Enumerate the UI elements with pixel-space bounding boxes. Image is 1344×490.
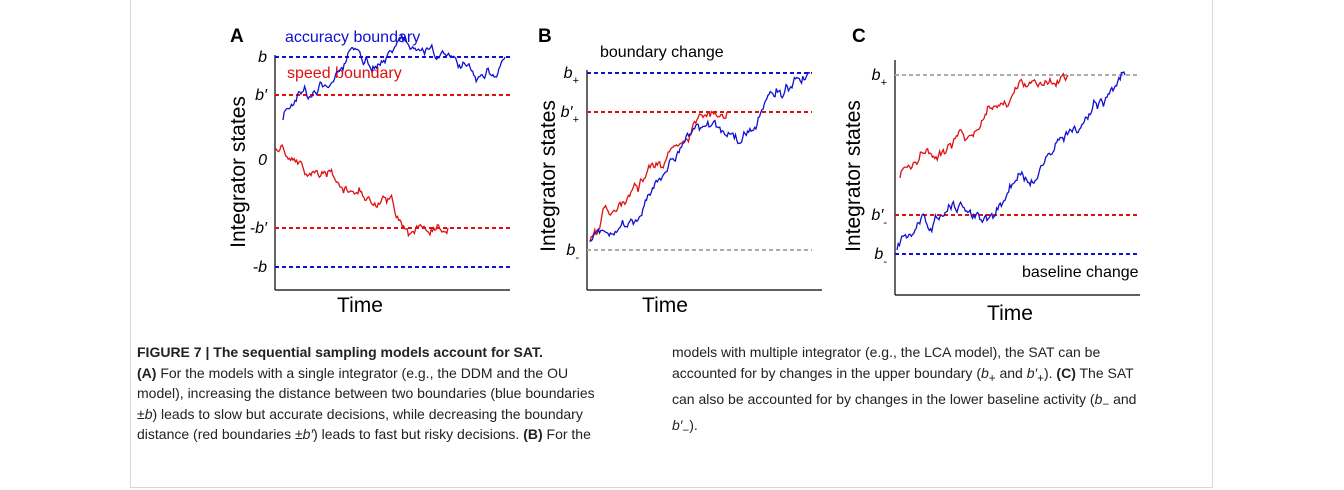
annotation: boundary change [600,44,724,61]
caption-text: + [988,371,996,385]
boundary-label-main: -b′ [250,220,268,237]
caption-text: b′ [672,417,683,434]
caption-text: b′ [302,426,314,443]
caption-text: For the models with a single integrator … [137,364,595,422]
boundary-label-main: b [874,246,883,263]
caption-text: (B) [523,426,543,443]
boundary-label-sub: + [573,75,579,87]
caption-text: ). [689,417,698,434]
boundary-label: b [258,49,267,66]
x-axis-label: Time [337,294,383,317]
panel-label: A [230,26,244,47]
integrator-trace [274,143,449,238]
boundary-label-main: b [872,67,881,84]
y-axis-label: Integrator states [227,96,250,248]
boundary-label-main: b [564,65,573,82]
caption-text: ) leads to fast but risky decisions. [313,426,524,443]
annotation: baseline change [1022,264,1139,281]
boundary-label: b- [566,242,579,264]
caption-text: For the models with multiple integrator … [542,344,1101,443]
caption-text: (A) [137,364,157,381]
integrator-trace [899,72,1069,179]
caption-text: The SAT can also be accounted for by cha… [672,364,1134,407]
boundary-label-sub: + [881,77,887,89]
panel-label: B [538,26,552,47]
boundary-label: b+ [564,65,579,87]
boundary-label-main: b′ [561,104,574,121]
boundary-label: b- [874,246,887,268]
y-axis-label: Integrator states [537,100,560,252]
integrator-trace [589,110,728,243]
caption-text: b [144,405,153,422]
caption-title: FIGURE 7 | The sequential sampling model… [137,344,543,360]
caption-text: b [980,364,989,381]
figure: A Integrator states Time accuracy boundary s… [227,26,1140,325]
boundary-label-sub: - [883,217,887,229]
boundary-label-main: b [566,242,575,259]
boundary-label-main: b′ [871,207,884,224]
caption-text: ). [1043,364,1057,381]
y-axis-label: Integrator states [842,100,865,252]
boundary-label-sub: - [575,252,579,264]
boundary-label-sub: - [883,256,887,268]
annotation: speed boundary [287,65,402,82]
boundary-label: b+ [872,67,887,89]
caption-text: b [1094,390,1103,407]
caption-text: (C) [1056,364,1076,381]
integrator-trace [589,71,811,242]
boundary-label: -b′ [250,220,268,237]
caption-text: and [1109,390,1137,407]
figure-frame [130,0,1213,488]
annotation: accuracy boundary [285,29,420,46]
boundary-label-main: b′ [255,87,268,104]
caption-text: + [1037,371,1044,385]
caption: FIGURE 7 | The sequential sampling model… [137,342,1147,445]
boundary-label: b′ [255,87,268,104]
boundary-label-sub: + [573,114,579,126]
x-axis-label: Time [642,294,688,317]
integrator-trace [282,32,506,121]
boundary-label-main: b [258,49,267,66]
boundary-label: b′- [871,207,887,229]
caption-text: − [1102,397,1110,411]
integrator-trace [896,71,1126,251]
boundary-label: 0 [258,152,267,169]
boundary-label: -b [253,259,267,276]
caption-text: − [682,424,690,438]
x-axis-label: Time [987,302,1033,325]
boundary-label: b′+ [561,104,579,126]
caption-text: b′ [1026,364,1038,381]
caption-text: and [995,364,1027,381]
panel-label: C [852,26,866,47]
boundary-label-main: -b [253,259,267,276]
caption-text: ) leads to slow but accurate decisions, … [137,405,583,443]
boundary-label-main: 0 [258,152,267,169]
